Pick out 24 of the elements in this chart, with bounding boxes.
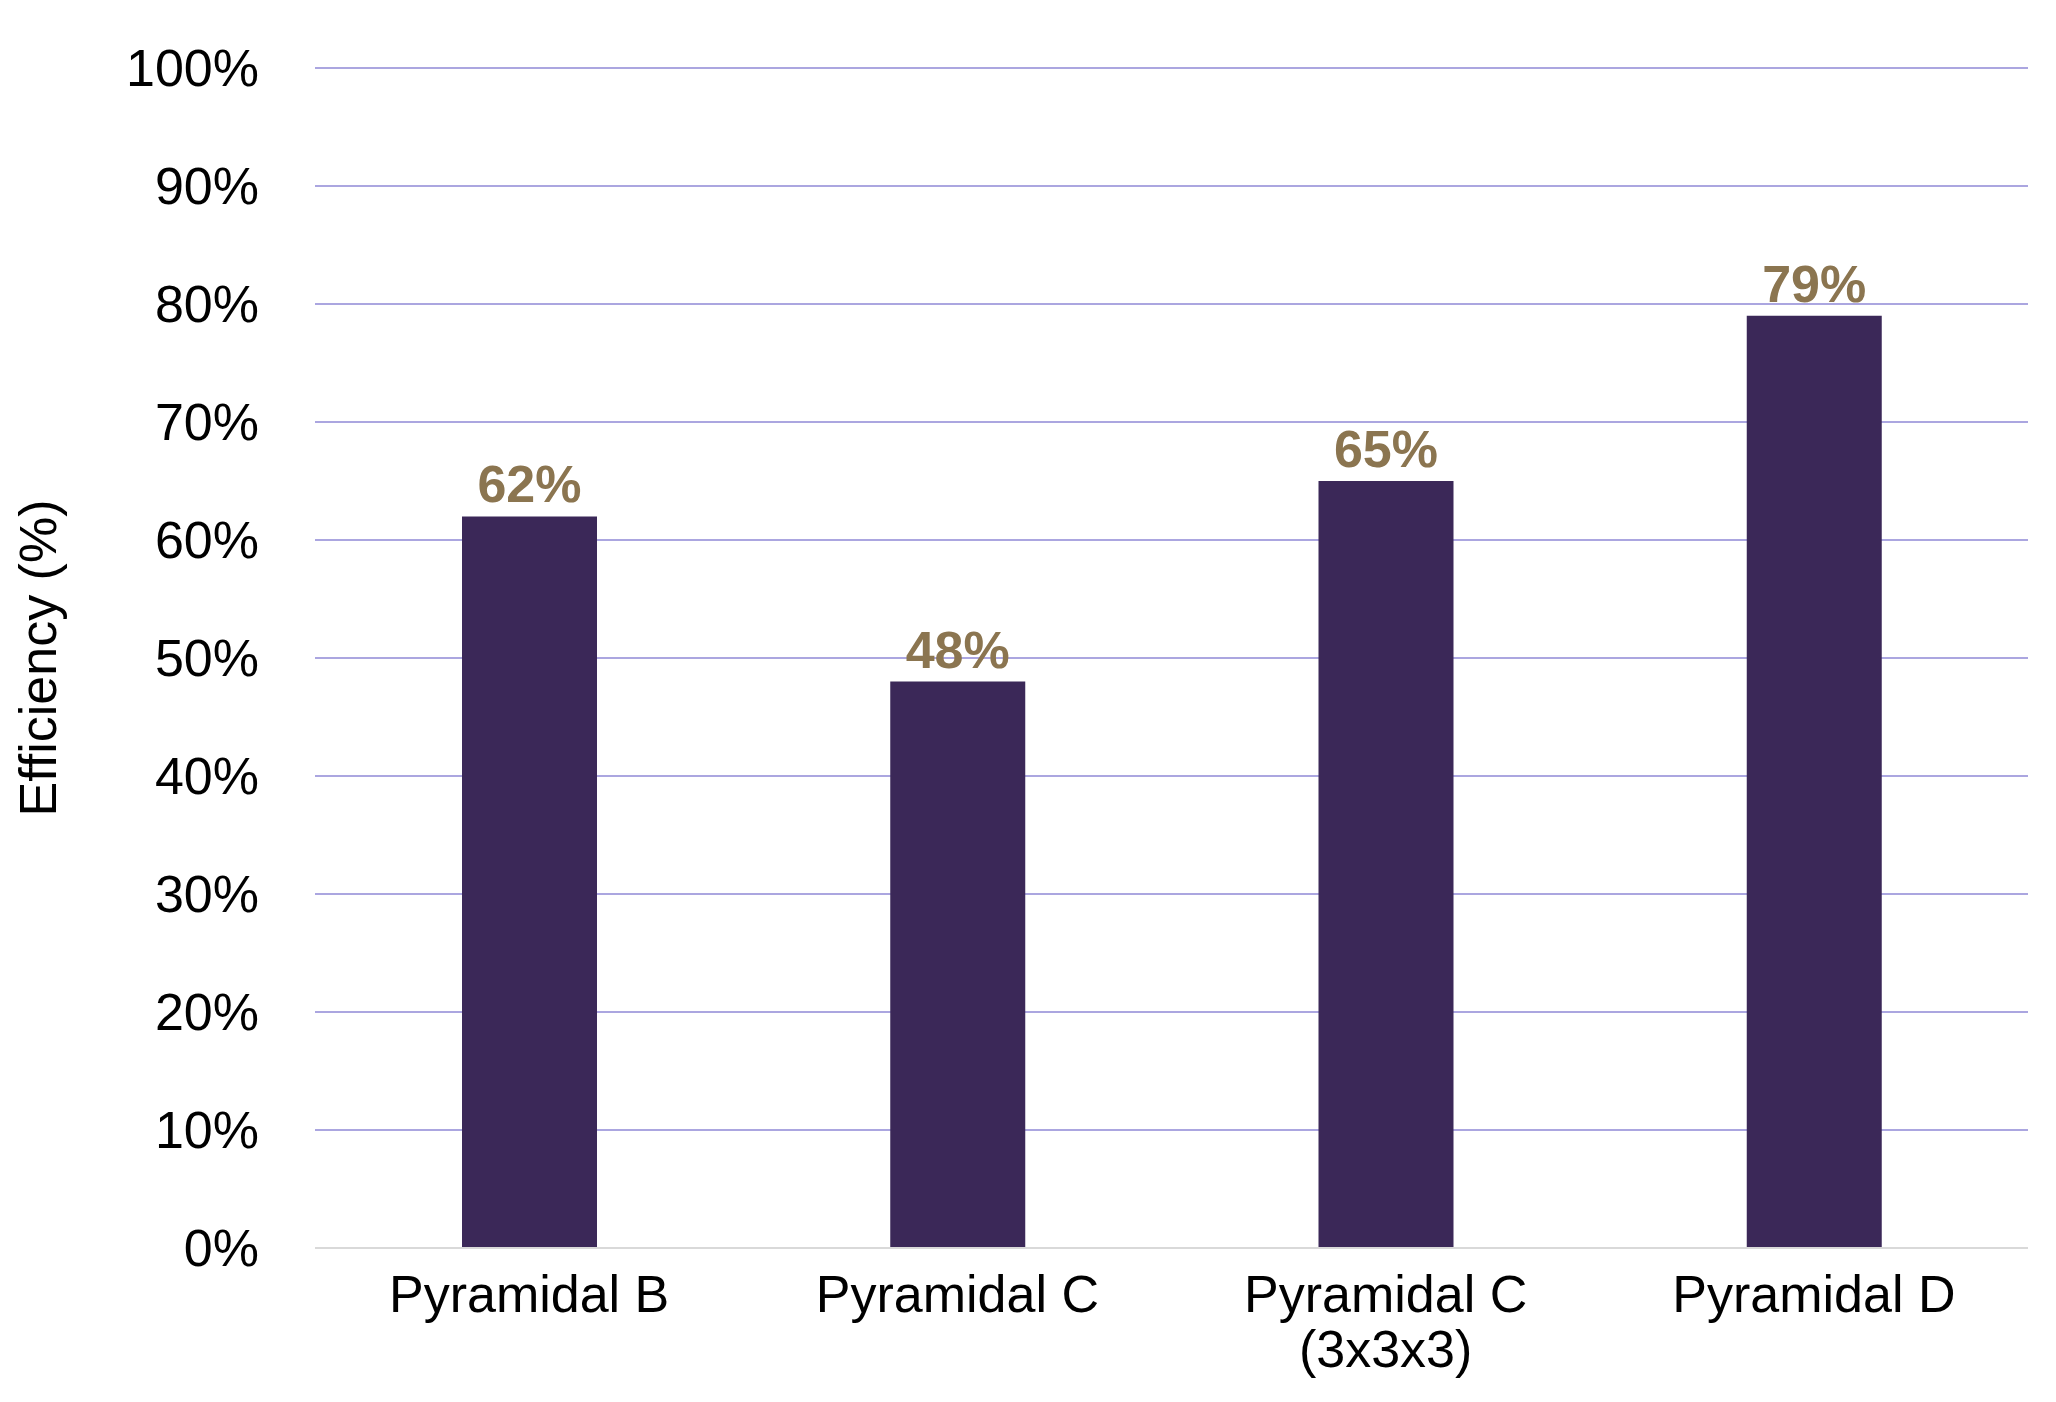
y-tick-label: 60% xyxy=(154,511,259,570)
x-tick-label: Pyramidal B xyxy=(388,1265,670,1324)
y-tick-label: 20% xyxy=(154,983,259,1042)
data-label: 65% xyxy=(1333,420,1439,478)
y-tick-label: 0% xyxy=(183,1219,259,1278)
y-axis-title: Efficiency (%) xyxy=(9,499,68,817)
bar xyxy=(890,681,1026,1248)
y-tick-label: 30% xyxy=(154,865,259,924)
x-tick-label: Pyramidal C (3x3x3) xyxy=(1244,1265,1528,1378)
bar xyxy=(462,516,597,1248)
bar xyxy=(1318,481,1454,1248)
bar xyxy=(1746,315,1882,1248)
y-tick-label: 100% xyxy=(126,39,259,98)
data-label: 62% xyxy=(477,455,582,514)
data-label: 48% xyxy=(905,620,1010,679)
y-tick-label: 80% xyxy=(154,275,259,334)
y-tick-label: 50% xyxy=(154,629,259,688)
data-label: 79% xyxy=(1762,254,1867,313)
y-tick-label: 70% xyxy=(154,393,259,452)
x-tick-label: Pyramidal D xyxy=(1672,1265,1956,1324)
y-tick-label: 10% xyxy=(154,1101,259,1160)
y-tick-label: 40% xyxy=(154,747,259,806)
x-tick-label: Pyramidal C xyxy=(815,1265,1099,1324)
y-tick-label: 90% xyxy=(154,157,259,216)
